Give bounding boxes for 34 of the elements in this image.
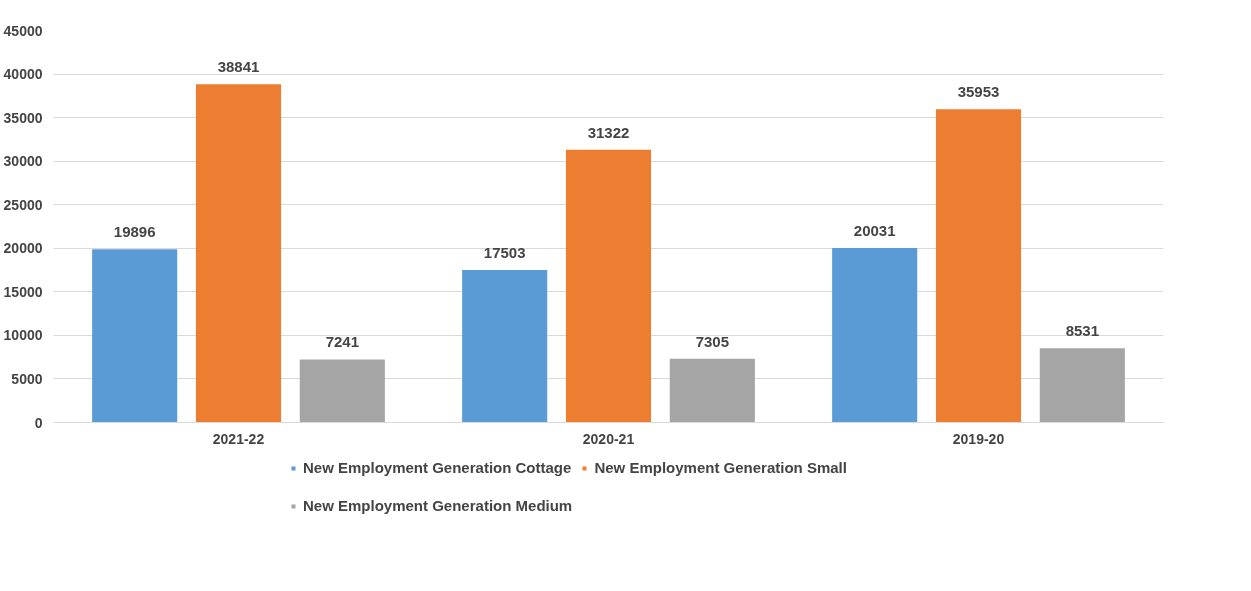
y-tick-label: 25000 <box>3 196 43 213</box>
data-label: 8531 <box>1065 322 1100 340</box>
bar <box>1039 348 1125 423</box>
bar <box>832 248 918 423</box>
data-label: 19896 <box>113 223 156 241</box>
bar <box>92 249 178 423</box>
y-tick-label: 10000 <box>3 327 43 344</box>
x-tick-label: 2020-21 <box>582 430 635 447</box>
bar <box>565 149 652 423</box>
legend-label: New Employment Generation Small <box>594 459 847 476</box>
y-tick-label: 5000 <box>11 370 43 387</box>
data-label: 31322 <box>587 123 630 141</box>
bar <box>195 84 282 423</box>
y-tick-label: 40000 <box>3 66 43 83</box>
bar <box>935 109 1022 423</box>
data-label: 38841 <box>217 58 260 76</box>
legend-label: New Employment Generation Medium <box>303 497 573 514</box>
y-tick-label: 15000 <box>3 283 43 300</box>
bar <box>299 359 385 423</box>
legend-label: New Employment Generation Cottage <box>303 459 572 476</box>
x-tick-label: 2021-22 <box>212 430 265 447</box>
data-label: 35953 <box>957 83 1000 101</box>
y-tick-label: 0 <box>34 414 43 431</box>
y-tick-label: 35000 <box>3 109 43 126</box>
y-tick-label: 30000 <box>3 153 43 170</box>
x-tick-label: 2019-20 <box>952 430 1005 447</box>
y-tick-label: 20000 <box>3 240 43 257</box>
data-label: 20031 <box>853 222 896 240</box>
data-label: 7305 <box>695 332 730 350</box>
data-label: 17503 <box>483 244 526 262</box>
bar <box>462 270 548 423</box>
bar <box>669 358 755 423</box>
data-label: 7241 <box>325 333 360 351</box>
y-tick-label: 45000 <box>3 22 43 39</box>
